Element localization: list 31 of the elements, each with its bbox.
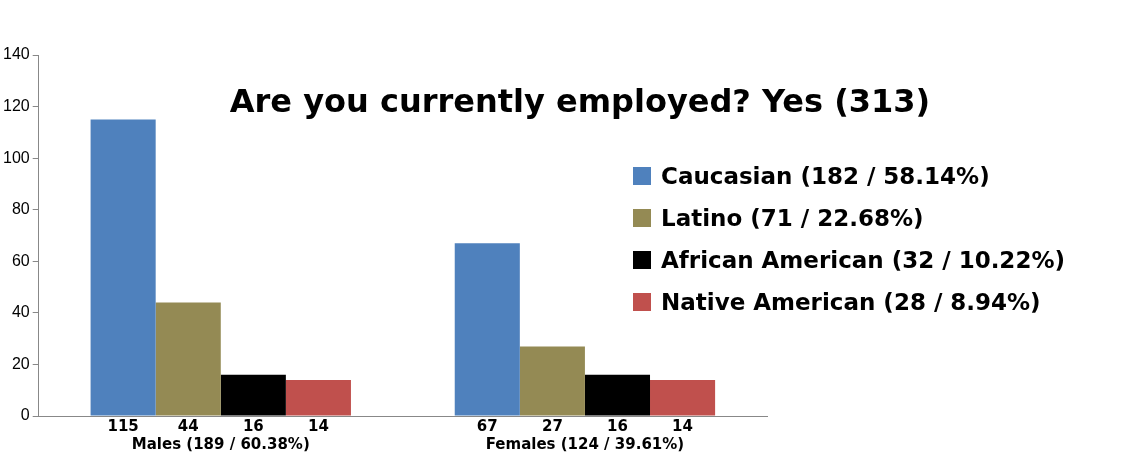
data-label: 16 — [242, 417, 264, 436]
data-label: 27 — [541, 417, 563, 436]
bar — [650, 379, 716, 416]
text: Are you currently employed? Yes (313) — [228, 82, 932, 120]
y-tick-label: 120 — [2, 96, 30, 114]
y-tick-label: 0 — [20, 406, 30, 424]
y-tick-label: 20 — [11, 354, 30, 372]
data-label: 16 — [607, 417, 628, 436]
y-tick-label: 40 — [11, 303, 30, 321]
y-tick-label: 140 — [2, 45, 30, 63]
bar — [584, 374, 651, 416]
x-tick-label: Females (124 / 39.61%) — [485, 434, 685, 453]
legend-label: Caucasian (182 / 58.14%) — [661, 163, 990, 189]
bar — [155, 302, 221, 416]
bar — [519, 346, 585, 416]
data-label: 67 — [476, 417, 498, 436]
data-label: 44 — [177, 417, 199, 436]
bar — [454, 243, 520, 416]
legend-label: African American (32 / 10.22%) — [661, 247, 1065, 273]
data-label: 14 — [307, 417, 329, 436]
y-tick-label: 60 — [11, 251, 30, 269]
bar — [220, 374, 286, 416]
bar — [285, 379, 351, 416]
legend-label: Native American (28 / 8.94%) — [661, 289, 1041, 315]
data-label: 115 — [107, 417, 139, 436]
data-label: 14 — [672, 417, 693, 436]
y-tick-label: 100 — [2, 148, 30, 166]
bar — [90, 119, 156, 416]
y-tick-label: 80 — [11, 200, 30, 218]
legend-label: Latino (71 / 22.68%) — [661, 205, 924, 231]
x-tick-label: Males (189 / 60.38%) — [131, 434, 310, 453]
